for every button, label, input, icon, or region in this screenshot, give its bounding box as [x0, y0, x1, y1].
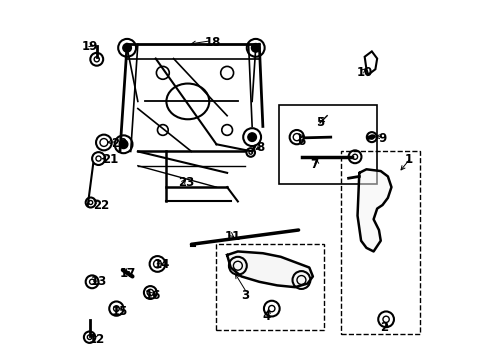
Circle shape — [119, 140, 128, 149]
Polygon shape — [227, 251, 313, 287]
Text: 21: 21 — [102, 153, 119, 166]
Polygon shape — [358, 169, 392, 251]
Text: 22: 22 — [93, 198, 109, 212]
Text: 18: 18 — [205, 36, 221, 49]
Text: 1: 1 — [405, 153, 413, 166]
Text: 15: 15 — [112, 305, 128, 318]
Circle shape — [251, 44, 260, 52]
Text: 11: 11 — [224, 230, 241, 243]
Text: 20: 20 — [111, 137, 127, 150]
Text: 10: 10 — [356, 66, 373, 79]
Text: 17: 17 — [119, 267, 136, 280]
Text: 9: 9 — [378, 132, 386, 145]
Text: 16: 16 — [144, 288, 161, 302]
Polygon shape — [365, 51, 377, 75]
Text: 12: 12 — [89, 333, 105, 346]
Text: 14: 14 — [153, 258, 170, 271]
Circle shape — [123, 44, 131, 52]
Text: 23: 23 — [178, 176, 194, 189]
Text: 13: 13 — [91, 275, 107, 288]
Text: 5: 5 — [316, 116, 324, 129]
Text: 7: 7 — [310, 158, 318, 171]
Text: 4: 4 — [262, 310, 270, 323]
Text: 8: 8 — [256, 141, 265, 154]
Text: 2: 2 — [380, 321, 388, 334]
Circle shape — [248, 133, 256, 141]
Text: 3: 3 — [241, 288, 249, 302]
Text: 19: 19 — [81, 40, 98, 53]
Text: 6: 6 — [297, 135, 305, 148]
